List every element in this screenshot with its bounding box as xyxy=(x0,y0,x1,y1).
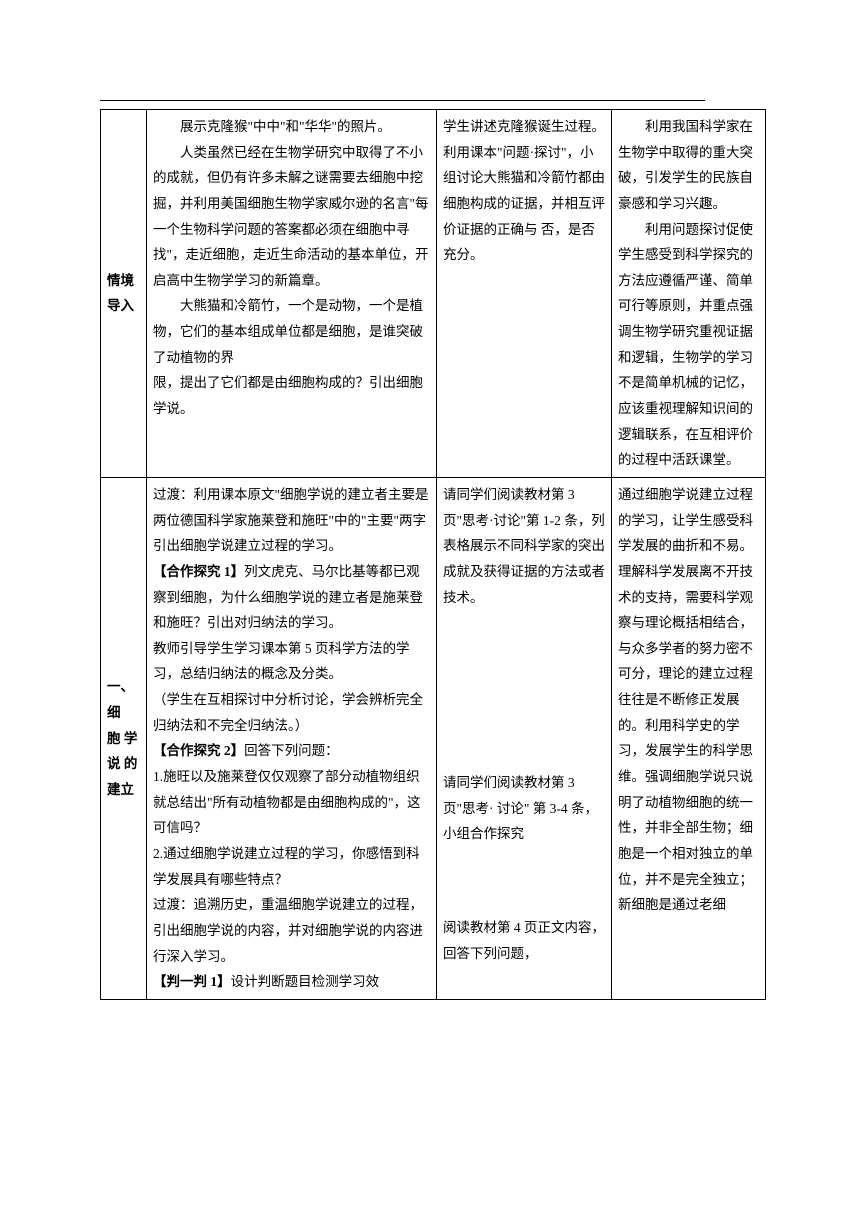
para: 教师引导学生学习课本第 5 页科学方法的学习，总结归纳法的概念及分类。 xyxy=(153,636,430,687)
label-line: 建立 xyxy=(107,777,140,803)
row1-label: 情境 导入 xyxy=(101,110,147,478)
heading: 【合作探究 2】 xyxy=(153,743,244,758)
para: 1.施旺以及施莱登仅仅观察了部分动植物组织就总结出"所有动植物都是由细胞构成的"… xyxy=(153,764,430,841)
row1-col2: 展示克隆猴"中中"和"华华"的照片。 人类虽然已经在生物学研究中取得了不小的成就… xyxy=(147,110,437,478)
para-text: 回答下列问题： xyxy=(244,743,339,758)
para: 【判一判 1】设计判断题目检测学习效 xyxy=(153,969,430,995)
para: （学生在互相探讨中分析讨论，学会辨析完全归纳法和不完全归纳法。） xyxy=(153,687,430,738)
row2-col3: 请同学们阅读教材第 3 页"思考·讨论"第 1-2 条，列表格展示不同科学家的突… xyxy=(437,477,612,999)
table-row: 一、细 胞 学 说 的 建立 过渡：利用课本原文"细胞学说的建立者主要是两位德国… xyxy=(101,477,766,999)
row1-col4: 利用我国科学家在生物学中取得的重大突破，引发学生的民族自豪感和学习兴趣。 利用问… xyxy=(612,110,766,478)
para: 通过细胞学说建立过程的学习，让学生感受科学发展的曲折和不易。理解科学发展离不开技… xyxy=(618,482,759,918)
para: 限，提出了它们都是由细胞构成的？引出细胞学说。 xyxy=(153,370,430,421)
para: 过渡：追溯历史，重温细胞学说建立的过程，引出细胞学说的内容，并对细胞学说的内容进… xyxy=(153,892,430,969)
para: 人类虽然已经在生物学研究中取得了不小的成就，但仍有许多未解之谜需要去细胞中挖掘，… xyxy=(153,140,430,294)
heading: 【判一判 1】 xyxy=(153,974,231,989)
lesson-plan-table: 情境 导入 展示克隆猴"中中"和"华华"的照片。 人类虽然已经在生物学研究中取得… xyxy=(100,109,766,1000)
para: 大熊猫和冷箭竹，一个是动物，一个是植物，它们的基本组成单位都是细胞，是谁突破了动… xyxy=(153,293,430,370)
label-line: 导入 xyxy=(107,293,140,319)
para-text: 设计判断题目检测学习效 xyxy=(231,974,380,989)
para: 利用问题探讨促使学生感受到科学探究的方法应遵循严谨、简单可行等原则，并重点强调生… xyxy=(618,217,759,473)
para: 利用我国科学家在生物学中取得的重大突破，引发学生的民族自豪感和学习兴趣。 xyxy=(618,114,759,217)
para: 2.通过细胞学说建立过程的学习，你感悟到科学发展具有哪些特点？ xyxy=(153,841,430,892)
para: 【合作探究 2】回答下列问题： xyxy=(153,738,430,764)
para: 学生讲述克隆猴诞生过程。 xyxy=(443,114,605,140)
para: 【合作探究 1】列文虎克、马尔比基等都已观察到细胞，为什么细胞学说的建立者是施莱… xyxy=(153,559,430,636)
spacer xyxy=(443,847,605,915)
page-content: 情境 导入 展示克隆猴"中中"和"华华"的照片。 人类虽然已经在生物学研究中取得… xyxy=(100,100,765,1000)
table-row: 情境 导入 展示克隆猴"中中"和"华华"的照片。 人类虽然已经在生物学研究中取得… xyxy=(101,110,766,478)
para: 请同学们阅读教材第 3 页"思考·讨论"第 1-2 条，列表格展示不同科学家的突… xyxy=(443,482,605,610)
para: 利用课本"问题·探讨"，小组讨论大熊猫和冷箭竹都由细胞构成的证据，并相互评价证据… xyxy=(443,140,605,268)
label-line: 胞 学 xyxy=(107,726,140,752)
row1-col3: 学生讲述克隆猴诞生过程。 利用课本"问题·探讨"，小组讨论大熊猫和冷箭竹都由细胞… xyxy=(437,110,612,478)
para: 过渡：利用课本原文"细胞学说的建立者主要是两位德国科学家施莱登和施旺"中的"主要… xyxy=(153,482,430,559)
row2-col4: 通过细胞学说建立过程的学习，让学生感受科学发展的曲折和不易。理解科学发展离不开技… xyxy=(612,477,766,999)
row2-col2: 过渡：利用课本原文"细胞学说的建立者主要是两位德国科学家施莱登和施旺"中的"主要… xyxy=(147,477,437,999)
row2-label: 一、细 胞 学 说 的 建立 xyxy=(101,477,147,999)
para: 展示克隆猴"中中"和"华华"的照片。 xyxy=(153,114,430,140)
para: 阅读教材第 4 页正文内容，回答下列问题， xyxy=(443,915,605,966)
spacer xyxy=(443,610,605,770)
label-line: 一、细 xyxy=(107,674,140,725)
label-line: 说 的 xyxy=(107,751,140,777)
para: 请同学们阅读教材第 3 页"思考· 讨论" 第 3-4 条，小组合作探究 xyxy=(443,770,605,847)
label-line: 情境 xyxy=(107,268,140,294)
heading: 【合作探究 1】 xyxy=(153,564,244,579)
top-rule xyxy=(100,100,705,101)
